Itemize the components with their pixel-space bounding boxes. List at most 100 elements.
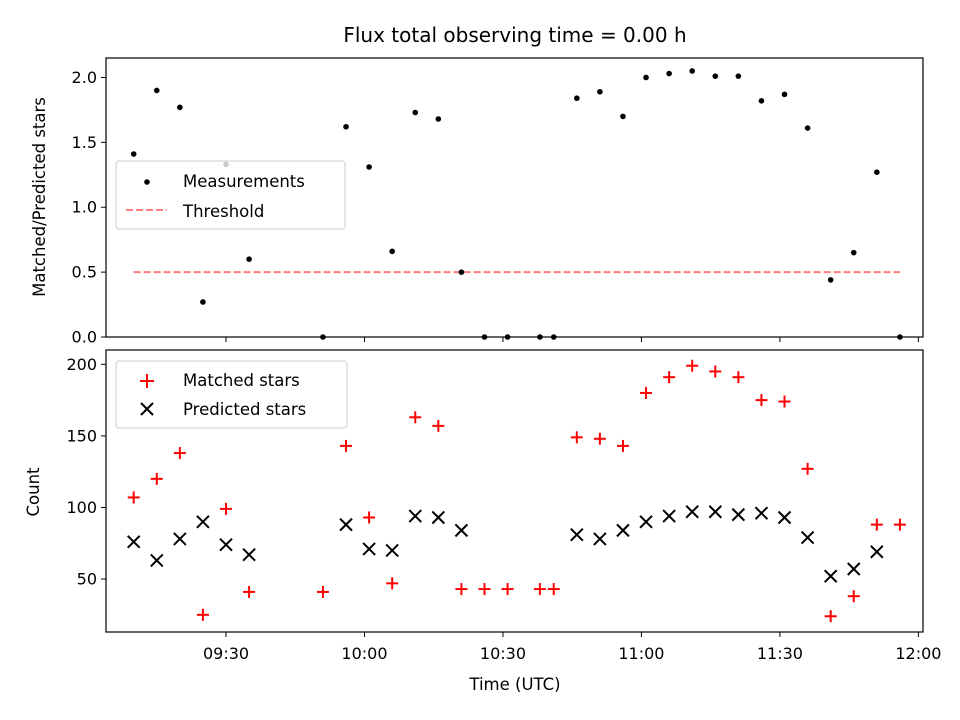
matched-star-point (663, 371, 676, 384)
matched-star-point (220, 502, 233, 515)
predicted-star-x-b (708, 505, 722, 519)
predicted-star-x-b (777, 510, 792, 525)
predicted-star-point (385, 543, 399, 558)
measurement-point (366, 164, 372, 170)
predicted-star-point (731, 507, 746, 522)
x-tick-label: 09:30 (203, 644, 249, 663)
measurement-point (781, 91, 788, 98)
measurement-point (666, 70, 672, 77)
top-y-tick-label: 0.0 (72, 328, 97, 347)
predicted-star-point (777, 510, 792, 525)
predicted-star-point (173, 532, 187, 546)
matched-star-point (127, 491, 140, 504)
predicted-star-x-b (870, 545, 884, 559)
measurement-point (874, 169, 880, 175)
x-tick-label: 10:00 (341, 644, 387, 663)
predicted-star-point (800, 530, 815, 545)
matched-star-point (340, 439, 353, 452)
bottom-y-tick-label: 100 (66, 498, 97, 517)
x-tick-label: 12:00 (895, 644, 941, 663)
matched-star-point (893, 518, 906, 531)
matched-star-point (870, 518, 883, 531)
matched-star-point (616, 439, 629, 452)
predicted-stars-points (126, 505, 884, 583)
bottom-panel-x-ticks: 09:30 10:00 10:30 11:00 11:30 12:00 (203, 632, 941, 663)
x-tick-label: 10:30 (480, 644, 526, 663)
bottom-panel-frame (105, 349, 924, 633)
measurement-point (597, 88, 603, 95)
predicted-star-x-b (685, 505, 699, 519)
bottom-y-tick-label: 200 (66, 355, 97, 374)
x-tick-label: 11:30 (757, 644, 803, 663)
predicted-star-x-b (754, 506, 769, 520)
x-tick-label: 11:00 (618, 644, 664, 663)
matched-star-point (709, 365, 722, 378)
bottom-panel-y-ticks: 50 100 150 200 (66, 355, 106, 589)
bottom-y-tick-label: 50 (77, 570, 97, 589)
top-y-tick-label: 1.0 (72, 198, 97, 217)
predicted-star-point (196, 515, 210, 529)
matched-star-point (501, 583, 514, 596)
matched-star-point (755, 394, 768, 407)
measurement-point (643, 74, 649, 81)
top-legend: Measurements Threshold (115, 160, 346, 230)
top-y-tick-label: 2.0 (72, 68, 97, 87)
predicted-star-point (593, 532, 607, 546)
predicted-star-point (242, 547, 256, 562)
predicted-star-x-b (847, 562, 861, 576)
predicted-star-point (616, 523, 630, 538)
predicted-star-point (685, 505, 699, 519)
predicted-star-x-b (126, 535, 141, 549)
measurement-point (850, 249, 857, 256)
bottom-legend-box (115, 360, 348, 429)
matched-star-point (593, 432, 606, 445)
matched-star-point (778, 395, 791, 408)
bottom-legend: Matched stars Predicted stars (115, 360, 348, 429)
predicted-star-x-b (362, 542, 376, 556)
legend-label-predicted: Predicted stars (183, 400, 306, 419)
predicted-star-point (431, 510, 446, 525)
top-panel-title: Flux total observing time = 0.00 h (343, 23, 686, 47)
bottom-panel-ylabel: Count (24, 467, 43, 517)
predicted-star-point (662, 509, 676, 523)
matched-star-point (173, 447, 186, 460)
matched-star-point (243, 585, 256, 598)
predicted-star-point (870, 545, 884, 559)
measurement-point (435, 116, 442, 122)
measurement-point (689, 68, 696, 74)
top-panel-y-ticks: 0.0 0.5 1.0 1.5 2.0 (72, 68, 106, 347)
measurement-point (758, 98, 765, 104)
measurement-points (130, 68, 903, 340)
measurement-point (246, 256, 252, 262)
predicted-star-x-b (800, 530, 815, 545)
predicted-star-x-b (616, 523, 630, 538)
measurement-point (200, 299, 206, 305)
predicted-star-x-b (408, 509, 422, 523)
matched-star-point (150, 472, 163, 485)
measurement-point (735, 73, 742, 79)
legend-label-threshold: Threshold (182, 202, 264, 221)
measurement-point (177, 104, 183, 111)
matched-star-point (847, 590, 860, 603)
matched-star-point (547, 583, 560, 596)
legend-label-matched: Matched stars (183, 371, 300, 390)
predicted-star-point (126, 535, 141, 549)
matched-star-point (824, 610, 837, 623)
predicted-star-x-b (731, 507, 746, 522)
legend-marker-measurements (144, 179, 150, 185)
measurement-point (153, 87, 160, 94)
matched-star-point (455, 583, 468, 596)
measurement-point (343, 123, 349, 130)
predicted-star-x-b (570, 527, 584, 542)
measurement-point (389, 248, 395, 255)
predicted-star-x-b (339, 517, 353, 532)
matched-star-point (686, 359, 699, 372)
measurement-point (620, 113, 626, 120)
top-panel-frame (105, 57, 924, 338)
predicted-star-x-b (823, 569, 838, 583)
predicted-star-point (150, 553, 164, 568)
top-panel: Flux total observing time = 0.00 h Match… (30, 23, 924, 347)
predicted-star-x-b (242, 547, 256, 562)
predicted-star-x-b (639, 515, 653, 529)
